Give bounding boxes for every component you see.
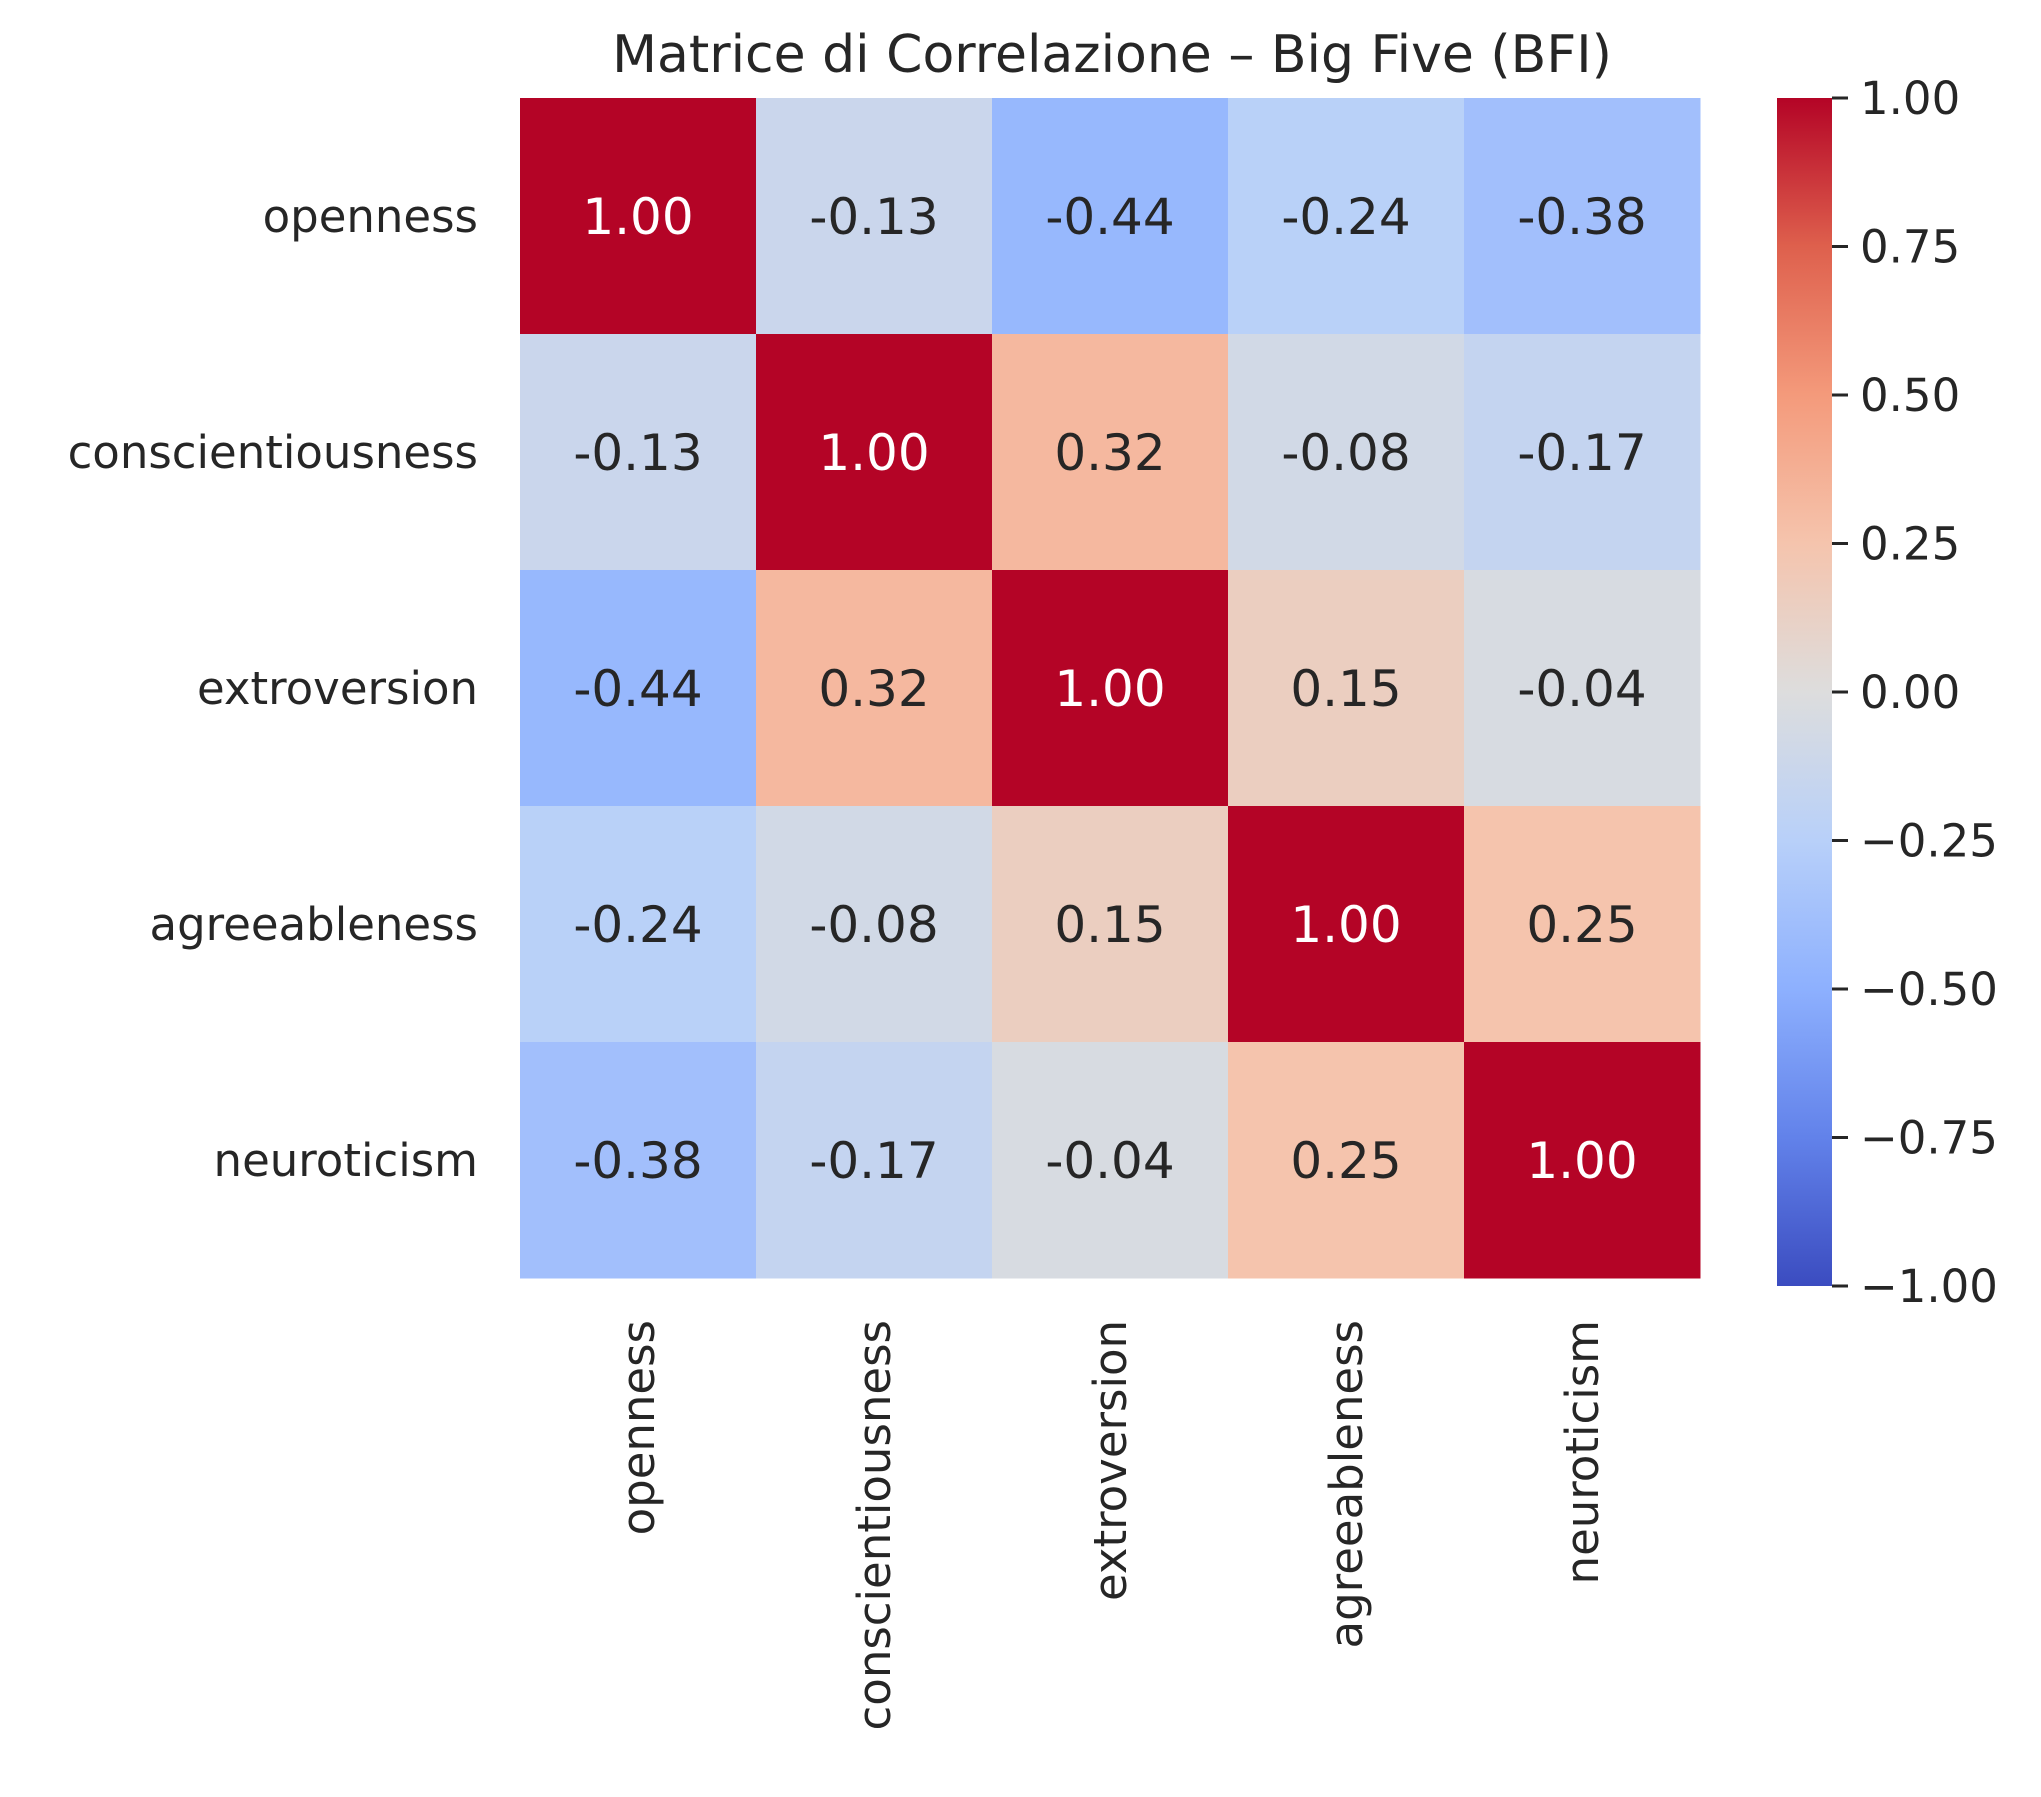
y-tick-label: conscientiousness bbox=[68, 426, 478, 479]
cell-value-label: -0.17 bbox=[1517, 424, 1646, 482]
heatmap-cell bbox=[520, 570, 757, 807]
cell-value-label: -0.17 bbox=[809, 1132, 938, 1190]
cell-value-label: -0.04 bbox=[1045, 1132, 1174, 1190]
cell-value-label: -0.38 bbox=[573, 1132, 702, 1190]
x-tick-label: agreeableness bbox=[1320, 1320, 1373, 1648]
cell-value-label: -0.13 bbox=[809, 188, 938, 246]
heatmap-cell bbox=[1464, 1042, 1701, 1279]
cell-value-label: 0.25 bbox=[1526, 896, 1637, 954]
colorbar-tick-label: 0.75 bbox=[1860, 221, 1960, 274]
heatmap-cell bbox=[756, 1042, 993, 1279]
cell-value-label: -0.04 bbox=[1517, 660, 1646, 718]
cell-value-label: 0.32 bbox=[1054, 424, 1165, 482]
colorbar-gradient bbox=[1777, 98, 1832, 1286]
heatmap-cell bbox=[520, 1042, 757, 1279]
heatmap-cell bbox=[992, 334, 1229, 571]
cell-value-label: 1.00 bbox=[818, 424, 929, 482]
heatmap-cell bbox=[756, 98, 993, 335]
heatmap-cell bbox=[520, 98, 757, 335]
heatmap-cell bbox=[1464, 334, 1701, 571]
heatmap-cell bbox=[992, 1042, 1229, 1279]
y-tick-label: agreeableness bbox=[150, 898, 478, 951]
heatmap-cell bbox=[1464, 806, 1701, 1043]
x-tick-labels: openness conscientiousness extroversion agr… bbox=[612, 1320, 1609, 1730]
y-tick-label: extroversion bbox=[197, 662, 478, 715]
cell-value-label: 1.00 bbox=[1290, 896, 1401, 954]
heatmap-cell bbox=[756, 334, 993, 571]
cell-value-label: 0.32 bbox=[818, 660, 929, 718]
heatmap-cell bbox=[992, 806, 1229, 1043]
cell-value-label: -0.38 bbox=[1517, 188, 1646, 246]
cell-value-label: -0.08 bbox=[809, 896, 938, 954]
heatmap-cell bbox=[520, 806, 757, 1043]
cell-value-label: -0.13 bbox=[573, 424, 702, 482]
colorbar-tick-label: −0.25 bbox=[1860, 815, 1998, 868]
heatmap-cell bbox=[756, 570, 993, 807]
heatmap-cell bbox=[1228, 98, 1465, 335]
cell-value-label: -0.08 bbox=[1281, 424, 1410, 482]
heatmap-cell bbox=[1464, 570, 1701, 807]
x-tick-label: neuroticism bbox=[1556, 1320, 1609, 1584]
cell-value-label: 0.15 bbox=[1290, 660, 1401, 718]
heatmap-cells: 1.00 -0.13 -0.44 -0.24 -0.38 -0.13 1.00 0.32 -0.… bbox=[520, 98, 1701, 1279]
cell-value-label: -0.44 bbox=[1045, 188, 1174, 246]
colorbar: 1.00 0.75 0.50 0.25 0.00 −0.25 −0.50 −0.75 −1.00 bbox=[1777, 72, 1998, 1313]
cell-value-label: 1.00 bbox=[1526, 1132, 1637, 1190]
colorbar-tick-label: 0.00 bbox=[1860, 666, 1960, 719]
heatmap-cell bbox=[1228, 570, 1465, 807]
colorbar-tick-label: 0.50 bbox=[1860, 369, 1960, 422]
heatmap-cell bbox=[992, 570, 1229, 807]
cell-value-label: 1.00 bbox=[1054, 660, 1165, 718]
x-tick-label: extroversion bbox=[1084, 1320, 1137, 1601]
heatmap-cell bbox=[1228, 334, 1465, 571]
heatmap-cell bbox=[520, 334, 757, 571]
colorbar-tick-label: 0.25 bbox=[1860, 518, 1960, 571]
heatmap-cell bbox=[756, 806, 993, 1043]
colorbar-tick-label: −0.50 bbox=[1860, 963, 1998, 1016]
cell-value-label: -0.24 bbox=[1281, 188, 1410, 246]
y-tick-label: openness bbox=[263, 190, 478, 243]
colorbar-tick-label: −0.75 bbox=[1860, 1112, 1998, 1165]
heatmap-cell bbox=[1228, 806, 1465, 1043]
chart-title: Matrice di Correlazione – Big Five (BFI) bbox=[612, 25, 1612, 85]
x-tick-label: openness bbox=[612, 1320, 665, 1535]
y-tick-labels: openness conscientiousness extroversion agr… bbox=[68, 190, 478, 1187]
y-tick-label: neuroticism bbox=[214, 1134, 478, 1187]
x-tick-label: conscientiousness bbox=[848, 1320, 901, 1730]
colorbar-tick-label: 1.00 bbox=[1860, 72, 1960, 125]
colorbar-tick-label: −1.00 bbox=[1860, 1260, 1998, 1313]
cell-value-label: -0.44 bbox=[573, 660, 702, 718]
cell-value-label: 0.15 bbox=[1054, 896, 1165, 954]
cell-value-label: 0.25 bbox=[1290, 1132, 1401, 1190]
heatmap-cell bbox=[992, 98, 1229, 335]
heatmap-cell bbox=[1464, 98, 1701, 335]
cell-value-label: 1.00 bbox=[582, 188, 693, 246]
heatmap-cell bbox=[1228, 1042, 1465, 1279]
cell-value-label: -0.24 bbox=[573, 896, 702, 954]
